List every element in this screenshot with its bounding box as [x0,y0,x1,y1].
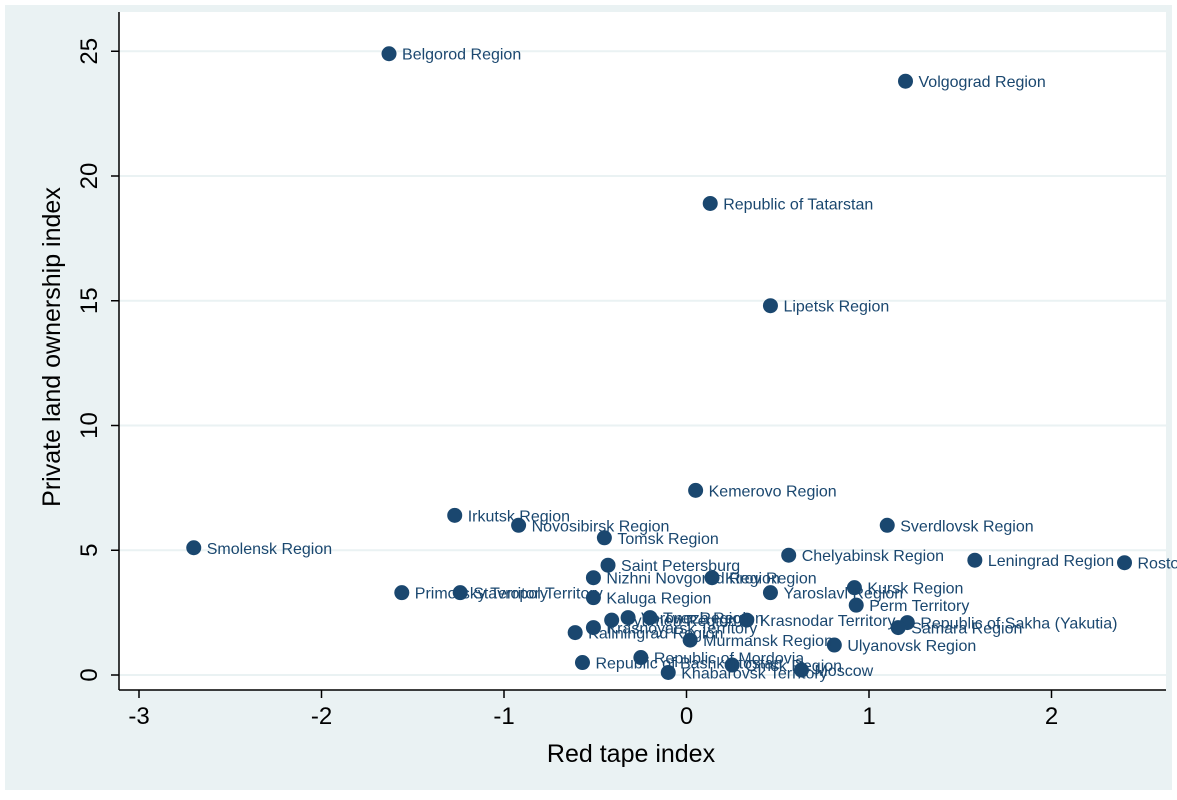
data-point [1117,555,1132,570]
y-tick-label: 15 [76,287,103,314]
point-label: Khabarovsk Territory [681,666,827,683]
data-point [781,548,796,563]
data-point [898,74,913,89]
x-tick-label: 2 [1045,703,1058,730]
plot-area [119,12,1166,690]
point-label: Kaluga Region [606,591,711,608]
point-label: Kemerovo Region [709,483,837,500]
point-label: Smolensk Region [207,541,332,558]
data-point [186,540,201,555]
x-tick-label: 0 [680,703,693,730]
point-label: Lipetsk Region [783,299,889,316]
point-label: Volgograd Region [919,74,1046,91]
data-point [394,585,409,600]
data-point [880,518,895,533]
point-label: Leningrad Region [988,553,1114,570]
point-label: Belgorod Region [402,47,521,64]
x-tick-label: -2 [311,703,332,730]
data-point [703,196,718,211]
y-tick-label: 0 [76,668,103,681]
y-axis-label: Private land ownership index [38,187,66,507]
x-axis-label: Red tape index [547,740,716,768]
y-tick-label: 5 [76,544,103,557]
x-tick-label: 1 [862,703,875,730]
point-label: Republic of Tatarstan [723,196,873,213]
point-label: Stavropol Territory [473,586,603,603]
data-point [763,298,778,313]
point-label: Ulyanovsk Region [847,638,976,655]
point-label: Sverdlovsk Region [900,518,1033,535]
y-tick-label: 25 [76,38,103,65]
data-point [382,46,397,61]
point-label: Krasnodar Territory [760,613,896,630]
y-tick-label: 10 [76,412,103,439]
point-label: Samara Region [911,621,1022,638]
data-point [586,570,601,585]
x-tick-label: -3 [128,703,149,730]
y-tick-label: 20 [76,163,103,190]
point-label: Tomsk Region [617,531,718,548]
point-label: Rostov Region [1138,556,1177,573]
data-point [575,655,590,670]
point-label: Chelyabinsk Region [802,548,944,565]
point-label: Murmansk Region [703,633,833,650]
data-point [967,553,982,568]
data-point [568,625,583,640]
data-point [688,483,703,498]
x-tick-label: -1 [493,703,514,730]
data-point [447,508,462,523]
